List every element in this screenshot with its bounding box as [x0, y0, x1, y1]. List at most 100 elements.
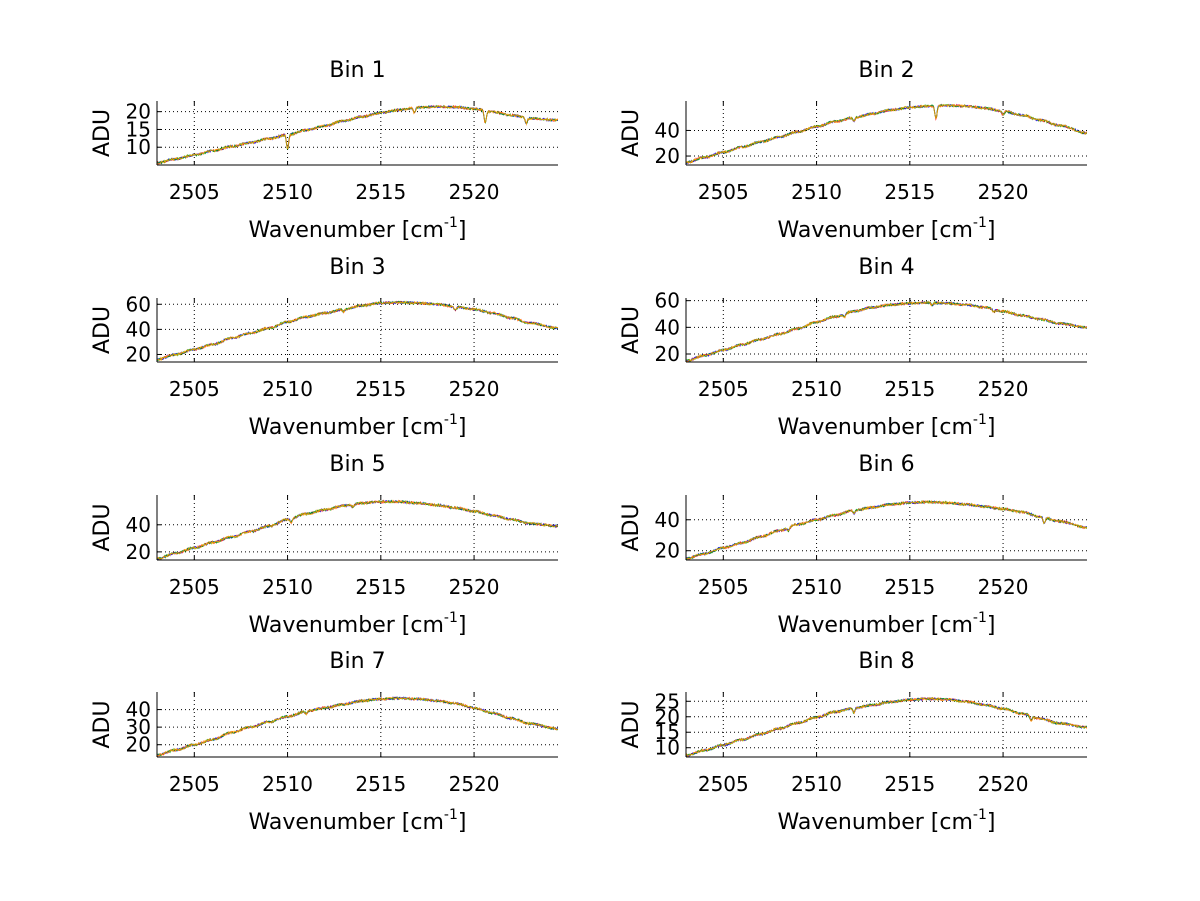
x-axis-label: Wavenumber [cm-1] — [249, 807, 467, 835]
x-tick-label: 2510 — [262, 772, 313, 796]
y-tick-label: 20 — [126, 540, 151, 564]
x-axis-label: Wavenumber [cm-1] — [249, 412, 467, 440]
panel-title: Bin 5 — [329, 452, 385, 477]
x-axis-label: Wavenumber [cm-1] — [778, 412, 996, 440]
x-tick-label: 2515 — [355, 575, 406, 599]
x-tick-label: 2505 — [698, 377, 749, 401]
spectrum-line-4 — [686, 499, 1087, 560]
x-tick-label: 2520 — [449, 772, 500, 796]
x-axis-label: Wavenumber [cm-1] — [249, 215, 467, 243]
x-tick-label: 2510 — [791, 772, 842, 796]
x-tick-label: 2505 — [169, 180, 220, 204]
x-axis-label: Wavenumber [cm-1] — [778, 610, 996, 638]
panel-title: Bin 3 — [329, 255, 385, 280]
spectrum-line-2 — [157, 300, 558, 361]
y-tick-label: 20 — [655, 342, 680, 366]
x-tick-label: 2510 — [262, 180, 313, 204]
y-axis-label: ADU — [90, 503, 115, 551]
spectrum-line-2 — [157, 104, 558, 164]
x-tick-label: 2520 — [449, 180, 500, 204]
x-axis-label: Wavenumber [cm-1] — [249, 610, 467, 638]
x-tick-label: 2505 — [698, 772, 749, 796]
panel-title: Bin 4 — [858, 255, 914, 280]
x-tick-label: 2510 — [262, 575, 313, 599]
spectrum-line-3 — [686, 103, 1087, 164]
y-tick-label: 20 — [655, 539, 680, 563]
x-tick-label: 2515 — [884, 180, 935, 204]
y-axis-label: ADU — [619, 306, 644, 354]
spectrum-line-2 — [686, 103, 1087, 164]
x-tick-label: 2520 — [978, 180, 1029, 204]
x-tick-label: 2510 — [791, 377, 842, 401]
spectrum-line-4 — [686, 301, 1087, 362]
x-tick-label: 2515 — [884, 377, 935, 401]
x-tick-label: 2515 — [884, 575, 935, 599]
x-tick-label: 2515 — [355, 772, 406, 796]
spectrum-line-3 — [157, 696, 558, 756]
x-axis-label: Wavenumber [cm-1] — [778, 807, 996, 835]
panel-bin-6: 2505 2510 2515 2520 20 40 Bin 6 Wavenumber [cm-… — [619, 452, 1087, 638]
x-tick-label: 2520 — [978, 772, 1029, 796]
x-tick-label: 2515 — [355, 377, 406, 401]
spectrum-line-2 — [157, 499, 558, 560]
y-tick-label: 10 — [655, 736, 680, 760]
y-tick-label: 10 — [126, 135, 151, 159]
spectrum-line-4 — [157, 300, 558, 362]
spectrum-line-2 — [686, 300, 1087, 362]
spectrum-line-3 — [157, 104, 558, 165]
panel-title: Bin 8 — [858, 649, 914, 674]
x-tick-label: 2515 — [884, 772, 935, 796]
y-tick-label: 20 — [655, 144, 680, 168]
x-tick-label: 2505 — [169, 377, 220, 401]
x-tick-label: 2505 — [169, 772, 220, 796]
spectrum-line-3 — [686, 300, 1087, 362]
panel-title: Bin 6 — [858, 452, 914, 477]
spectrum-line-1 — [157, 499, 558, 560]
panel-bin-5: 2505 2510 2515 2520 20 40 Bin 5 Wavenumber [cm-… — [90, 452, 558, 638]
y-tick-label: 30 — [126, 715, 151, 739]
y-tick-label: 40 — [126, 513, 151, 537]
y-axis-label: ADU — [619, 109, 644, 157]
spectrum-line-3 — [157, 300, 558, 361]
x-tick-label: 2510 — [262, 377, 313, 401]
y-axis-label: ADU — [619, 503, 644, 551]
x-tick-label: 2505 — [698, 575, 749, 599]
spectrum-line-1 — [157, 104, 558, 165]
spectrum-line-3 — [686, 697, 1087, 757]
spectrum-line-4 — [157, 499, 558, 560]
y-tick-label: 20 — [126, 100, 151, 124]
x-tick-label: 2505 — [169, 575, 220, 599]
y-tick-label: 20 — [126, 342, 151, 366]
spectrum-line-4 — [686, 103, 1087, 164]
y-tick-label: 15 — [126, 117, 151, 141]
panel-title: Bin 1 — [329, 58, 385, 83]
x-tick-label: 2520 — [449, 575, 500, 599]
spectrum-line-1 — [686, 103, 1087, 165]
y-tick-label: 40 — [655, 315, 680, 339]
y-tick-label: 40 — [126, 698, 151, 722]
x-tick-label: 2505 — [698, 180, 749, 204]
y-axis-label: ADU — [90, 700, 115, 748]
y-tick-label: 20 — [126, 733, 151, 757]
panel-title: Bin 2 — [858, 58, 914, 83]
x-tick-label: 2515 — [355, 180, 406, 204]
spectrum-line-1 — [157, 696, 558, 757]
y-tick-label: 25 — [655, 689, 680, 713]
y-tick-label: 40 — [655, 508, 680, 532]
spectrum-line-4 — [157, 696, 558, 757]
panel-title: Bin 7 — [329, 649, 385, 674]
y-tick-label: 60 — [655, 289, 680, 313]
y-tick-label: 40 — [126, 317, 151, 341]
y-axis-label: ADU — [619, 700, 644, 748]
spectrum-line-2 — [157, 696, 558, 756]
x-tick-label: 2520 — [978, 377, 1029, 401]
spectrum-line-3 — [157, 499, 558, 560]
spectrum-line-1 — [157, 300, 558, 361]
x-tick-label: 2510 — [791, 180, 842, 204]
